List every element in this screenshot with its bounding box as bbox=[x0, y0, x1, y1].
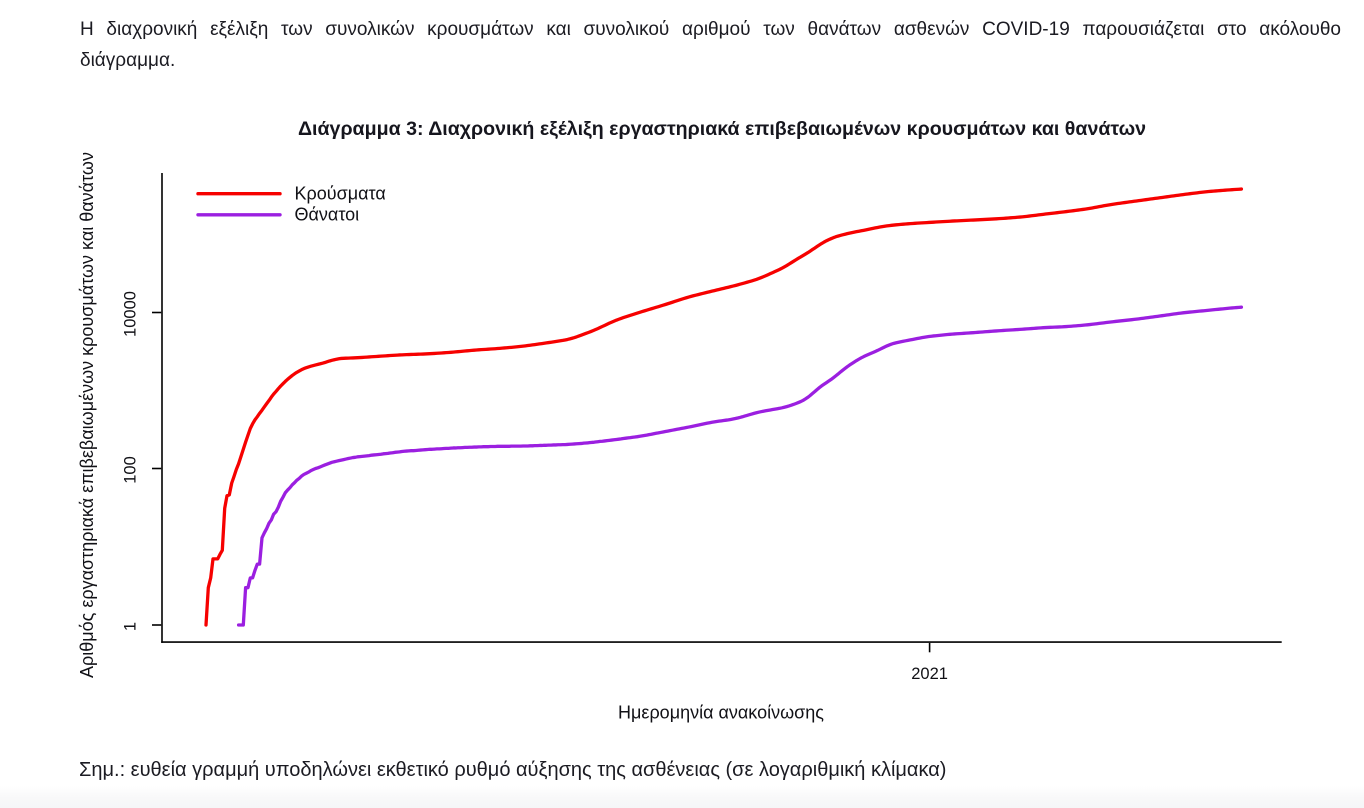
svg-text:100: 100 bbox=[122, 456, 140, 484]
svg-text:2021: 2021 bbox=[911, 665, 948, 683]
svg-text:Ημερομηνία ανακοίνωσης: Ημερομηνία ανακοίνωσης bbox=[618, 703, 824, 723]
svg-text:Θάνατοι: Θάνατοι bbox=[295, 204, 360, 224]
svg-text:10000: 10000 bbox=[122, 291, 140, 337]
svg-text:1: 1 bbox=[122, 622, 140, 631]
svg-text:Κρούσματα: Κρούσματα bbox=[295, 183, 386, 203]
svg-text:Αριθμός εργαστηριακά επιβεβαιω: Αριθμός εργαστηριακά επιβεβαιωμένων κρου… bbox=[77, 152, 97, 678]
